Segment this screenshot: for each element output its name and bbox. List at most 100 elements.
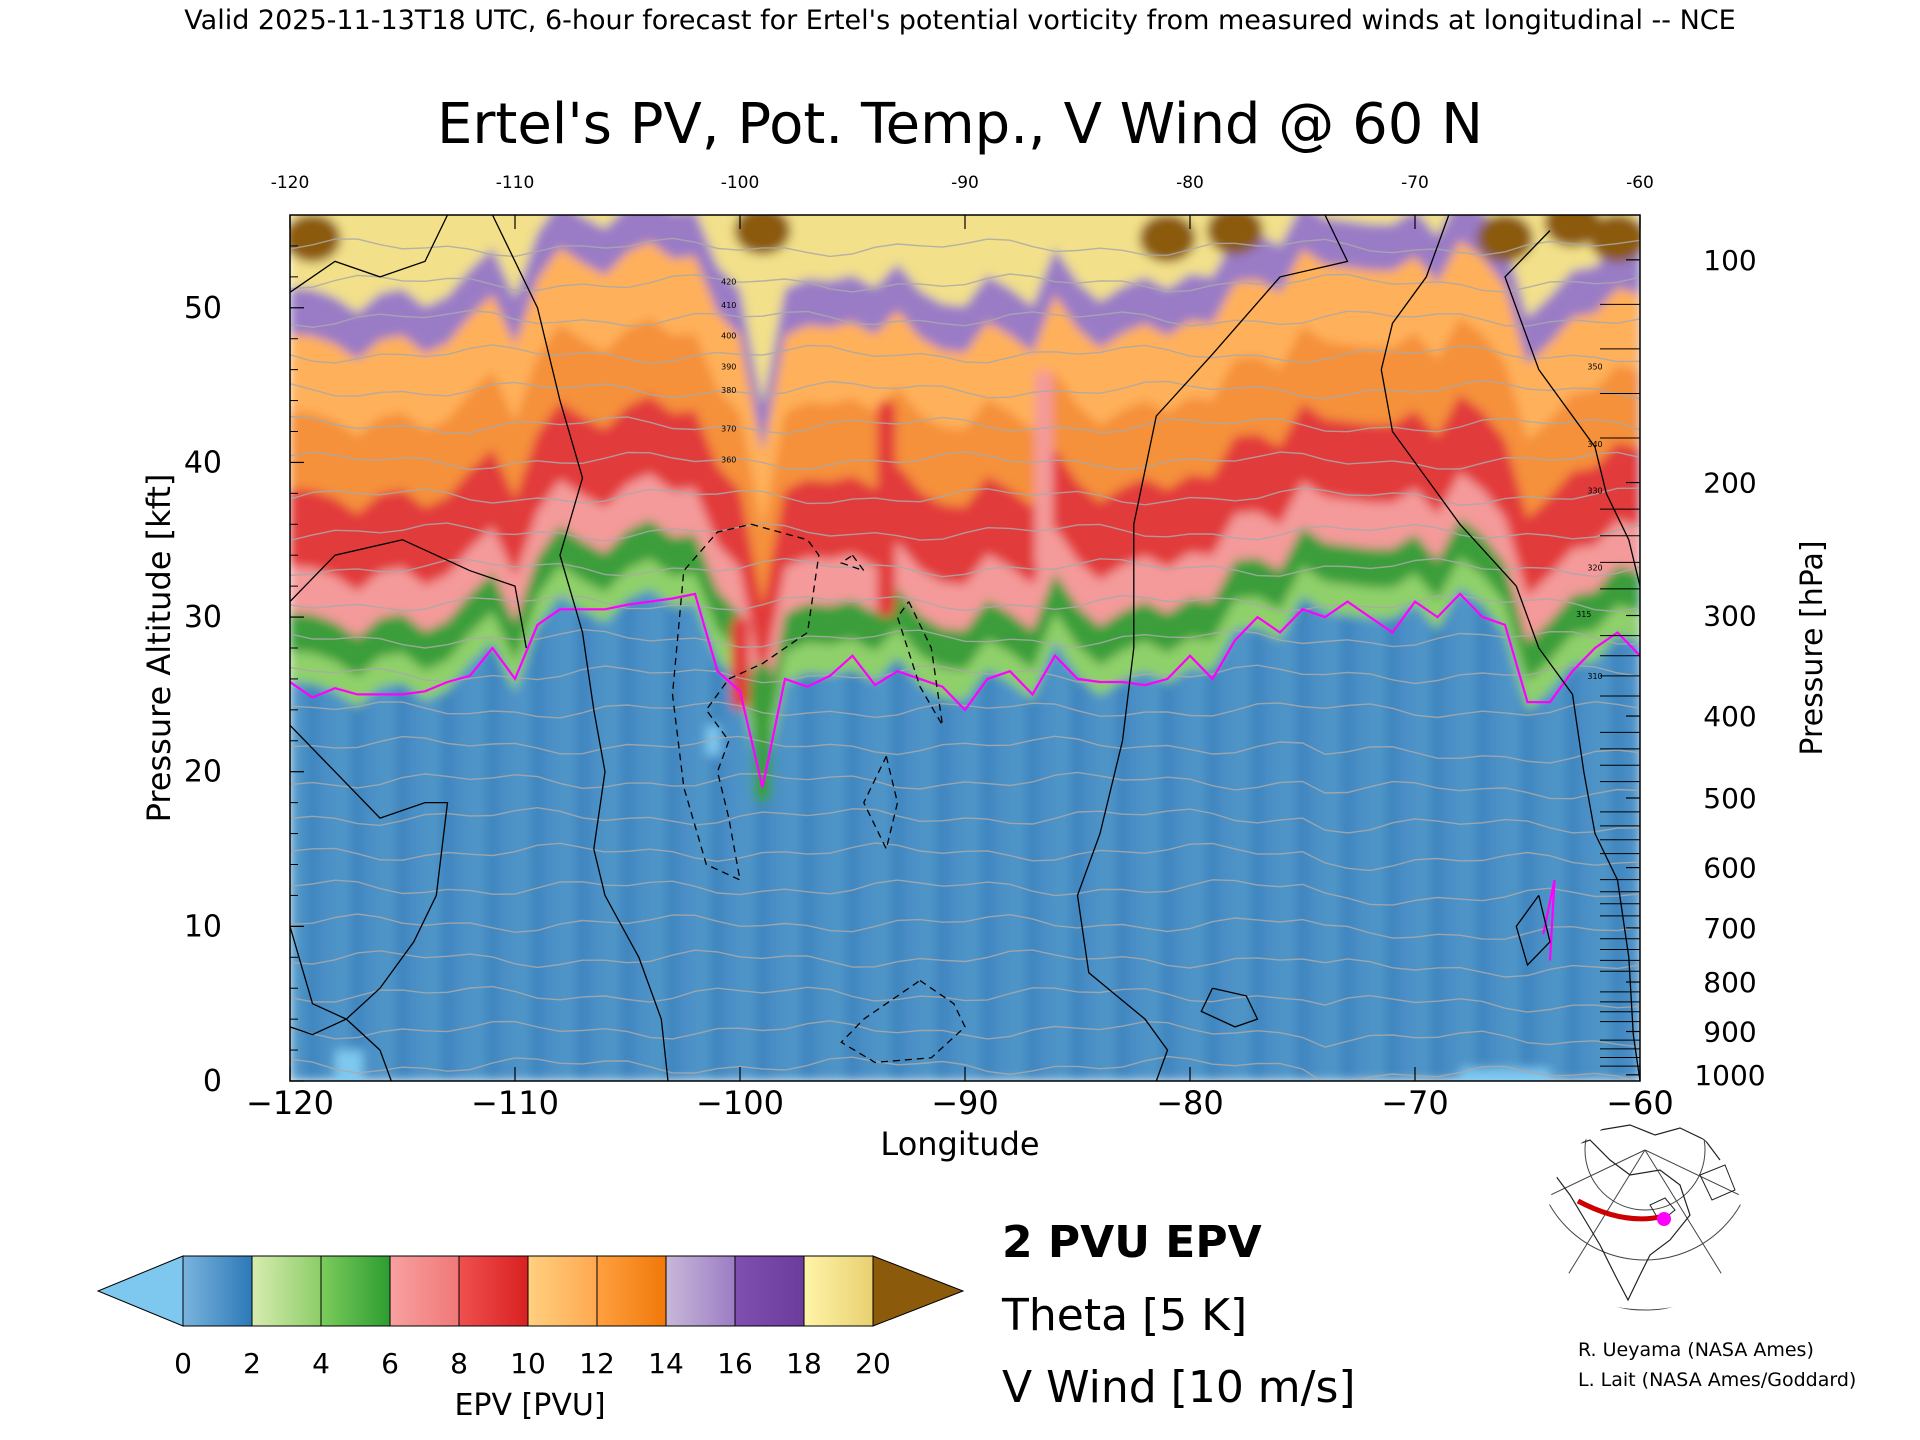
theta-contour	[290, 273, 1640, 293]
y-tick-label: 40	[184, 445, 222, 480]
pressure-tick-label: 600	[1703, 852, 1756, 885]
theta-label: 340	[1587, 440, 1602, 449]
theta-label: 310	[1587, 672, 1602, 681]
colorbar-tick-label: 4	[312, 1347, 330, 1380]
x-tick-label: −90	[931, 1084, 999, 1122]
colorbar-bin	[390, 1256, 460, 1326]
tropopause-2pvu-line	[1542, 879, 1556, 961]
theta-contour	[290, 985, 1640, 1013]
theta-contour	[290, 522, 1640, 542]
pressure-tick-label: 500	[1703, 782, 1756, 815]
colorbar-bin	[666, 1256, 736, 1326]
pressure-tick-label: 100	[1703, 244, 1756, 277]
colorbar-bin	[597, 1256, 667, 1326]
top-tick-label: -80	[1176, 173, 1204, 193]
chart-title: Ertel's PV, Pot. Temp., V Wind @ 60 N	[437, 92, 1483, 157]
top-tick-label: -110	[496, 173, 535, 193]
colorbar-bin	[459, 1256, 529, 1326]
x-tick-label: −80	[1156, 1084, 1224, 1122]
pressure-tick-label: 1000	[1694, 1059, 1765, 1092]
header-text: Valid 2025-11-13T18 UTC, 6-hour forecast…	[184, 5, 1735, 36]
x-tick-label: −60	[1606, 1084, 1674, 1122]
theta-contour	[290, 806, 1640, 834]
credit-lait: L. Lait (NASA Ames/Goddard)	[1578, 1369, 1856, 1391]
theta-contour	[290, 237, 1640, 258]
legend-theta: Theta [5 K]	[1001, 1290, 1247, 1341]
theta-label: 315	[1576, 610, 1591, 619]
theta-contour	[290, 842, 1640, 872]
colorbar-tick-label: 2	[243, 1347, 261, 1380]
colorbar-over-arrow	[872, 1255, 965, 1327]
colorbar-tick-label: 12	[579, 1347, 615, 1380]
theta-label: 370	[721, 425, 736, 434]
v-wind-contour	[290, 539, 527, 649]
theta-label: 390	[721, 363, 736, 372]
theta-contour	[290, 379, 1640, 400]
theta-contour	[290, 487, 1640, 506]
v-wind-contour	[1076, 215, 1349, 1081]
colorbar-tick-label: 0	[174, 1347, 192, 1380]
x-tick-label: −120	[246, 1084, 334, 1122]
colorbar-tick-label: 20	[855, 1347, 891, 1380]
theta-contour	[290, 1020, 1640, 1048]
x-tick-label: −110	[471, 1084, 559, 1122]
pressure-tick-label: 200	[1703, 467, 1756, 500]
top-tick-label: -100	[721, 173, 760, 193]
colorbar-tick-label: 10	[510, 1347, 546, 1380]
locator-marker	[1657, 1212, 1671, 1226]
v-wind-contour	[290, 215, 449, 293]
v-wind-contour	[1200, 987, 1259, 1028]
theta-label: 330	[1587, 486, 1602, 495]
v-wind-contour	[1504, 230, 1640, 587]
pressure-tick-label: 900	[1703, 1016, 1756, 1049]
v-wind-contour	[290, 724, 449, 1036]
pressure-tick-label: 400	[1703, 700, 1756, 733]
theta-contour	[290, 344, 1640, 365]
theta-label: 400	[721, 332, 736, 341]
pressure-tick-label: 700	[1703, 912, 1756, 945]
right-axis: 100 200 300 400 500 600 700 800 900 1000	[1600, 244, 1766, 1092]
y-axis-label-right: Pressure [hPa]	[1795, 540, 1830, 755]
theta-contour	[290, 309, 1640, 329]
v-wind-contour	[1380, 215, 1640, 1081]
v-wind-contour	[491, 215, 669, 1081]
colorbar-tick-label: 8	[450, 1347, 468, 1380]
epv-colorbar: 0 2 4 6 8 10 12 14 16 18 20	[96, 1255, 965, 1380]
tropopause-2pvu-line	[290, 592, 1640, 788]
v-wind-contours	[290, 215, 1640, 1081]
y-tick-label: 20	[184, 755, 222, 790]
theta-contour	[290, 700, 1640, 719]
y-axis-label-left: Pressure Altitude [kft]	[140, 474, 178, 823]
legend-2pvu: 2 PVU EPV	[1002, 1217, 1262, 1268]
credit-ueyama: R. Ueyama (NASA Ames)	[1578, 1339, 1814, 1361]
colorbar-bin	[528, 1256, 598, 1326]
theta-contour	[290, 771, 1640, 800]
left-axis: 0 10 20 30 40 50	[184, 214, 304, 1099]
colorbar-tick-label: 16	[717, 1347, 753, 1380]
v-wind-contour	[290, 926, 392, 1081]
colorbar-bin	[735, 1256, 805, 1326]
colorbar-bin	[321, 1256, 391, 1326]
colorbar-tick-label: 6	[381, 1347, 399, 1380]
theta-contour	[290, 949, 1640, 978]
v-wind-contour	[839, 554, 866, 572]
top-tick-label: -70	[1401, 173, 1429, 193]
theta-label: 320	[1587, 564, 1602, 573]
top-tick-label: -90	[951, 173, 979, 193]
pressure-tick-label: 300	[1703, 600, 1756, 633]
top-axis: -120 -110 -100 -90 -80 -70 -60	[271, 173, 1654, 229]
top-tick-label: -60	[1626, 173, 1654, 193]
x-axis-label: Longitude	[880, 1125, 1039, 1163]
y-tick-label: 0	[203, 1064, 222, 1099]
locator-map	[1549, 1119, 1741, 1311]
theta-contour	[290, 913, 1640, 940]
epv-field: 310 315 320 330 340 350 360 370 380 390 400 410 420	[290, 215, 1640, 1081]
theta-label: 380	[721, 386, 736, 395]
colorbar-under-arrow	[96, 1255, 184, 1327]
theta-contour	[290, 557, 1640, 578]
colorbar-tick-label: 18	[786, 1347, 822, 1380]
theta-contour	[290, 628, 1640, 649]
colorbar-bin	[804, 1256, 874, 1326]
theta-contour	[290, 450, 1640, 471]
